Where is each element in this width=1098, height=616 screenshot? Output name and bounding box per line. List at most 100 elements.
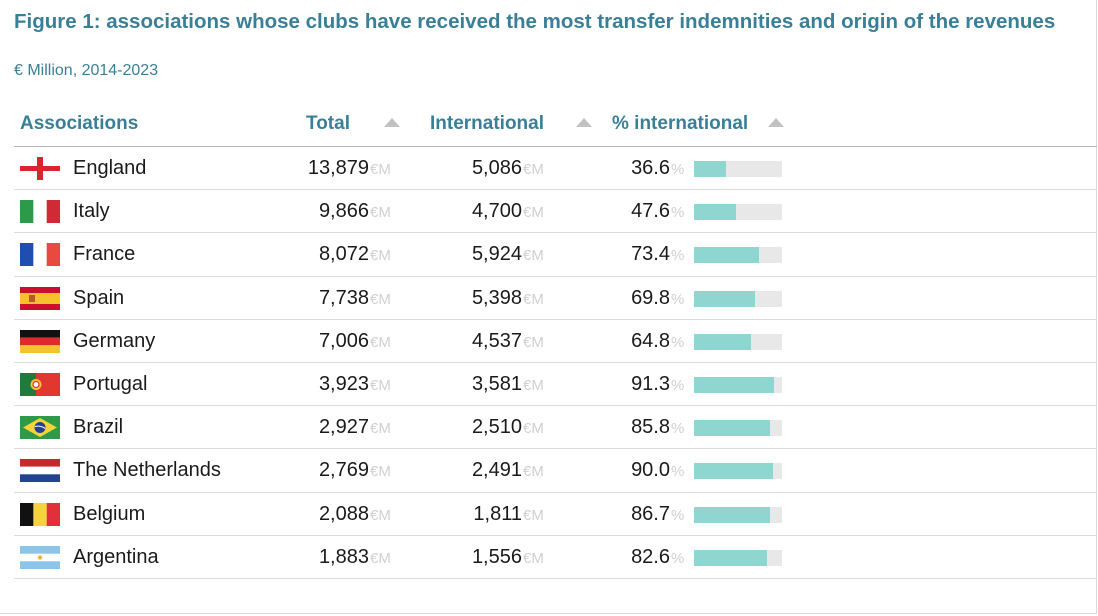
international-value: 4,700: [471, 200, 522, 223]
association-name: Portugal: [73, 372, 148, 395]
pct-bar-track: [694, 549, 782, 566]
international-unit: €M: [523, 247, 544, 265]
england-flag-icon: [20, 157, 60, 180]
international-value: 1,556: [471, 545, 522, 568]
pct-international-bar: [694, 161, 727, 177]
pct-unit: %: [671, 506, 685, 524]
total-value: 9,866: [318, 200, 369, 223]
table-row: England 13,879 €M 5,086 €M 36.6%: [14, 147, 1097, 191]
table-row: Argentina 1,883 €M 1,556 €M 82.6%: [14, 536, 1097, 579]
total-unit: €M: [370, 247, 391, 265]
international-unit: €M: [523, 333, 544, 351]
pct-international-bar: [694, 247, 759, 264]
international-value: 5,086: [471, 157, 522, 179]
chart-title: Figure 1: associations whose clubs have …: [14, 10, 1056, 33]
international-unit: €M: [523, 506, 544, 524]
total-unit: €M: [370, 376, 391, 394]
total-unit: €M: [370, 290, 391, 308]
table-row: The Netherlands 2,769 €M 2,491 €M 90.0%: [14, 449, 1097, 493]
pct-international-bar: [694, 204, 736, 221]
table-row: France 8,072 €M 5,924 €M 73.4%: [14, 233, 1097, 277]
pct-unit: %: [671, 376, 685, 394]
international-value: 2,510: [471, 416, 522, 439]
total-value: 7,738: [318, 286, 369, 309]
pct-international-value: 90.0: [631, 459, 670, 482]
total-unit: €M: [370, 204, 391, 222]
total-value: 2,769: [318, 459, 369, 482]
portugal-flag-icon: [20, 372, 60, 396]
table-row: Spain 7,738 €M 5,398 €M 69.8%: [14, 277, 1097, 320]
pct-bar-track: [694, 463, 782, 480]
international-unit: €M: [523, 161, 544, 178]
belgium-flag-icon: [20, 502, 60, 526]
total-value: 2,088: [318, 502, 369, 525]
pct-unit: %: [671, 247, 685, 265]
total-unit: €M: [370, 463, 391, 481]
sort-total-icon[interactable]: [384, 118, 400, 127]
table-row: Germany 7,006 €M 4,537 €M 64.8%: [14, 320, 1097, 363]
pct-unit: %: [671, 463, 685, 481]
france-flag-icon: [20, 243, 60, 267]
international-unit: €M: [523, 549, 544, 567]
association-name: The Netherlands: [73, 459, 221, 482]
argentina-flag-icon: [20, 545, 60, 569]
pct-international-value: 47.6: [631, 200, 670, 223]
international-unit: €M: [523, 463, 544, 481]
association-name: Belgium: [73, 502, 146, 525]
association-name: Germany: [73, 329, 156, 352]
pct-international-value: 86.7: [631, 502, 670, 525]
pct-international-value: 85.8: [631, 416, 670, 439]
pct-unit: %: [671, 420, 685, 438]
total-value: 7,006: [318, 329, 369, 352]
total-unit: €M: [370, 161, 391, 178]
international-unit: €M: [523, 290, 544, 308]
total-unit: €M: [370, 333, 391, 351]
pct-international-bar: [694, 290, 756, 307]
header-international[interactable]: International: [430, 113, 545, 134]
total-value: 13,879: [307, 157, 369, 179]
total-value: 3,923: [318, 372, 369, 395]
pct-international-value: 91.3: [631, 372, 670, 395]
spain-flag-icon: [20, 286, 60, 310]
pct-bar-track: [694, 376, 782, 393]
total-unit: €M: [370, 420, 391, 438]
pct-bar-track: [694, 290, 782, 307]
total-value: 2,927: [318, 416, 369, 439]
international-unit: €M: [523, 420, 544, 438]
association-name: France: [73, 243, 136, 266]
header-associations[interactable]: Associations: [20, 113, 139, 134]
pct-international-bar: [694, 333, 752, 350]
association-name: Spain: [73, 286, 125, 309]
pct-international-value: 36.6: [631, 157, 670, 179]
sort-international-icon[interactable]: [576, 118, 592, 127]
pct-unit: %: [671, 290, 685, 308]
pct-unit: %: [671, 549, 685, 567]
table-row: Italy 9,866 €M 4,700 €M 47.6%: [14, 190, 1097, 234]
chart-subtitle: € Million, 2014-2023: [14, 62, 159, 79]
pct-unit: %: [671, 333, 685, 351]
pct-unit: %: [671, 161, 685, 178]
pct-unit: %: [671, 204, 685, 222]
germany-flag-icon: [20, 329, 60, 353]
table-row: Brazil 2,927 €M 2,510 €M 85.8%: [14, 406, 1097, 450]
association-name: Argentina: [73, 545, 159, 568]
header-total[interactable]: Total: [306, 113, 350, 134]
association-name: Brazil: [73, 416, 124, 439]
pct-bar-track: [694, 247, 782, 264]
international-value: 4,537: [471, 329, 522, 352]
total-value: 1,883: [318, 545, 369, 568]
international-unit: €M: [523, 376, 544, 394]
total-unit: €M: [370, 549, 391, 567]
table-body: England 13,879 €M 5,086 €M 36.6% Italy 9,866 €M 4…: [14, 147, 1097, 579]
sort-pct-icon[interactable]: [768, 118, 784, 127]
table-row: Belgium 2,088 €M 1,811 €M 86.7%: [14, 493, 1097, 536]
association-name: England: [73, 157, 147, 179]
pct-bar-track: [694, 333, 782, 350]
international-value: 2,491: [471, 459, 522, 482]
international-value: 5,924: [471, 243, 522, 266]
total-value: 8,072: [318, 243, 369, 266]
header-pct-international[interactable]: % international: [612, 113, 749, 134]
brazil-flag-icon: [20, 416, 60, 440]
pct-bar-track: [694, 420, 782, 437]
